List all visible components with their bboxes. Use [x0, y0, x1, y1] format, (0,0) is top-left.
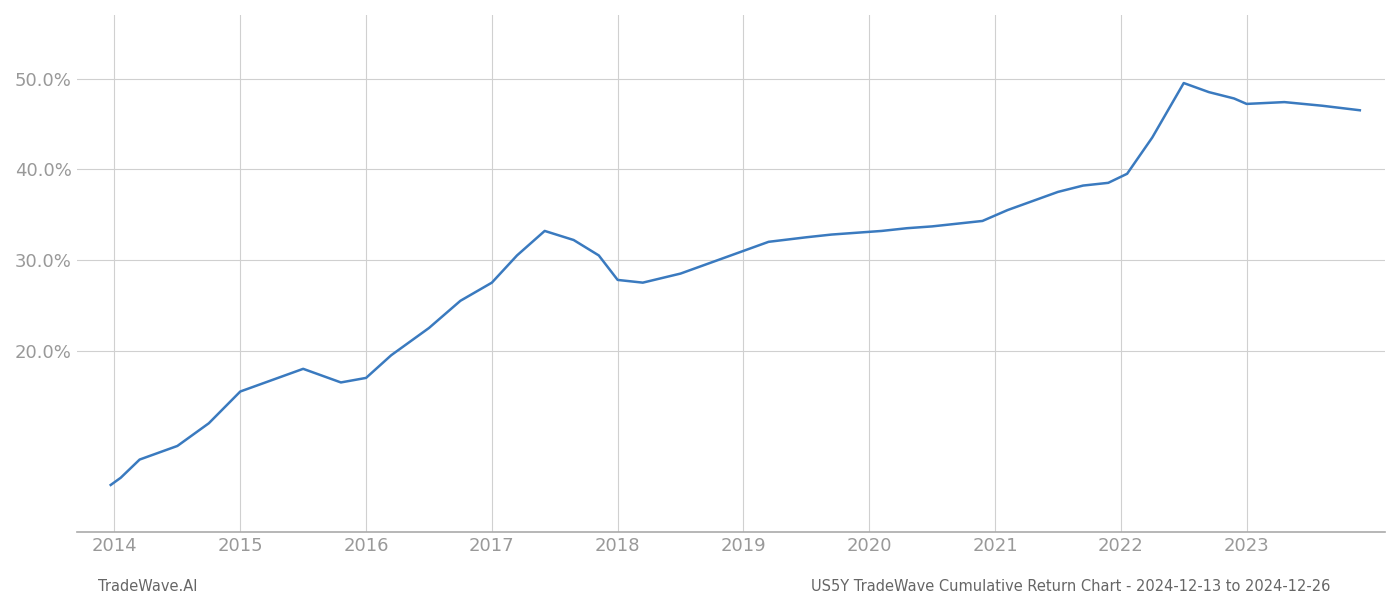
- Text: TradeWave.AI: TradeWave.AI: [98, 579, 197, 594]
- Text: US5Y TradeWave Cumulative Return Chart - 2024-12-13 to 2024-12-26: US5Y TradeWave Cumulative Return Chart -…: [811, 579, 1330, 594]
